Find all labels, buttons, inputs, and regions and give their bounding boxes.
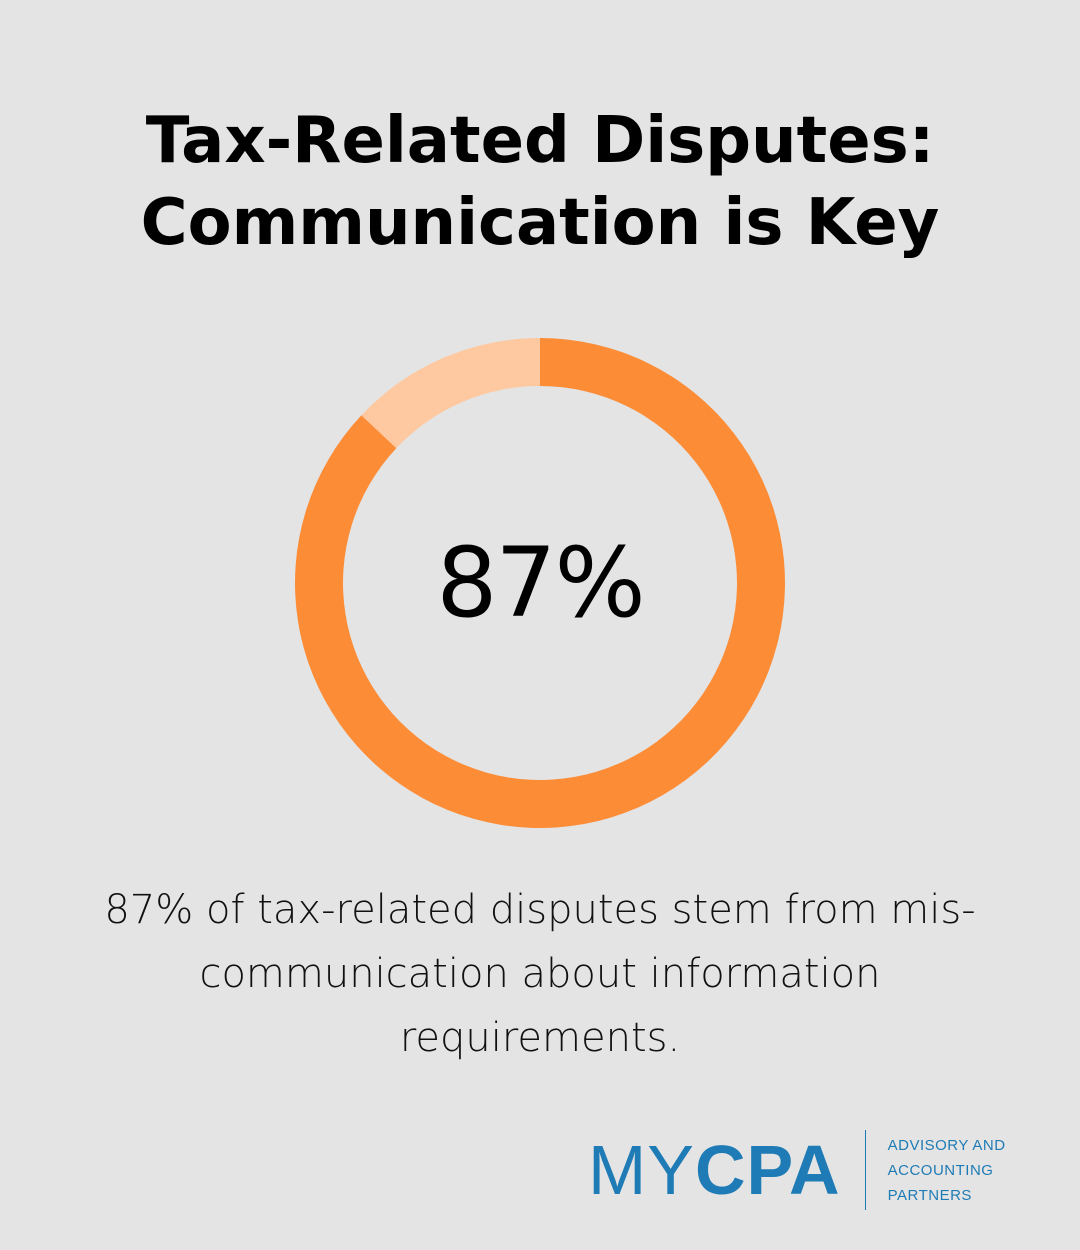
description: 87% of tax-related disputes stem from mi… (60, 878, 1020, 1070)
logo-word-my: MY (588, 1131, 695, 1209)
logo-tagline: ADVISORY AND ACCOUNTING PARTNERS (888, 1133, 1006, 1208)
logo-tagline-line-1: ADVISORY AND (887, 1136, 1006, 1154)
description-line-3: requirements. (399, 1015, 681, 1061)
logo-divider (864, 1130, 866, 1210)
donut-chart-svg (294, 338, 785, 828)
description-line-1: 87% of tax-related disputes stem from mi… (104, 887, 976, 933)
logo-wordmark: MYCPA (588, 1128, 841, 1212)
title-line-1: Tax-Related Disputes: (145, 104, 935, 178)
page-title: Tax-Related Disputes: Communication is K… (0, 100, 1080, 264)
donut-chart: 87% (290, 333, 790, 833)
donut-center-value: 87% (436, 527, 645, 639)
logo-tagline-line-2: ACCOUNTING (887, 1161, 994, 1179)
description-line-2: communication about information (199, 951, 881, 997)
logo-word-cpa: CPA (695, 1131, 841, 1209)
mycpa-logo: MYCPA ADVISORY AND ACCOUNTING PARTNERS (588, 1128, 1006, 1212)
donut-segment-remainder (361, 338, 540, 449)
title-line-2: Communication is Key (140, 186, 940, 260)
logo-tagline-line-3: PARTNERS (887, 1186, 972, 1204)
